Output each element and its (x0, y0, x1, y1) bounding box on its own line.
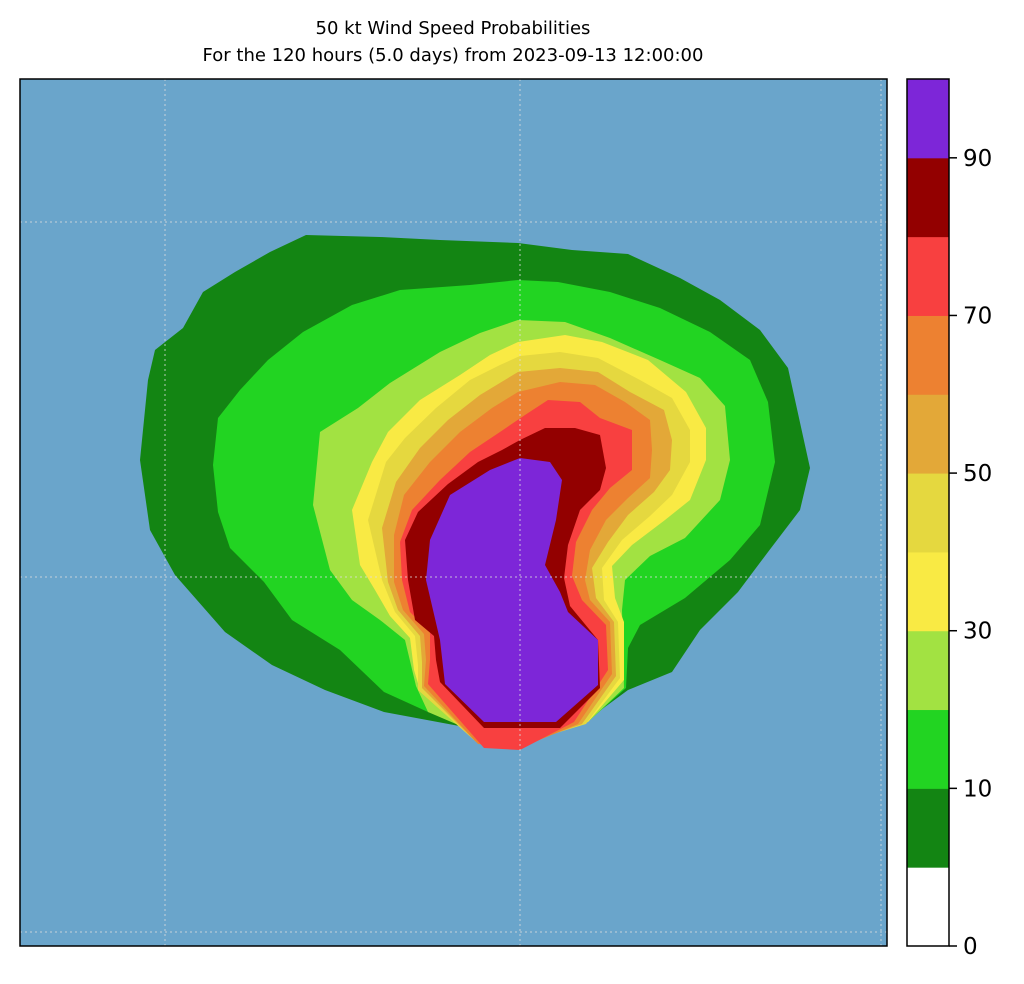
map-title: 50 kt Wind Speed Probabilities (315, 18, 591, 39)
colorbar-tick-label: 0 (963, 934, 978, 960)
colorbar-tick-label: 30 (963, 619, 992, 645)
colorbar-tick-label: 10 (963, 776, 992, 802)
colorbar-segment (907, 867, 949, 947)
colorbar: 0 10 30 50 70 90 (906, 78, 992, 960)
colorbar-tick-label: 50 (963, 461, 992, 487)
colorbar-segment (907, 236, 949, 316)
contour-90-100 (426, 458, 598, 722)
colorbar-segment (907, 630, 949, 711)
colorbar-segment (907, 79, 949, 159)
map-frame (19, 78, 888, 947)
colorbar-segment (907, 788, 949, 868)
colorbar-tick-label: 90 (963, 146, 992, 172)
colorbar-segment (907, 394, 949, 474)
colorbar-segment (907, 709, 949, 789)
map-subtitle: For the 120 hours (5.0 days) from 2023-0… (202, 45, 704, 66)
colorbar-segment (907, 473, 949, 553)
colorbar-frame (906, 78, 950, 947)
colorbar-segment (907, 551, 949, 632)
colorbar-tick-label: 70 (963, 303, 992, 329)
colorbar-segment (907, 315, 949, 395)
probability-contours (140, 235, 810, 750)
colorbar-segment (907, 157, 949, 238)
